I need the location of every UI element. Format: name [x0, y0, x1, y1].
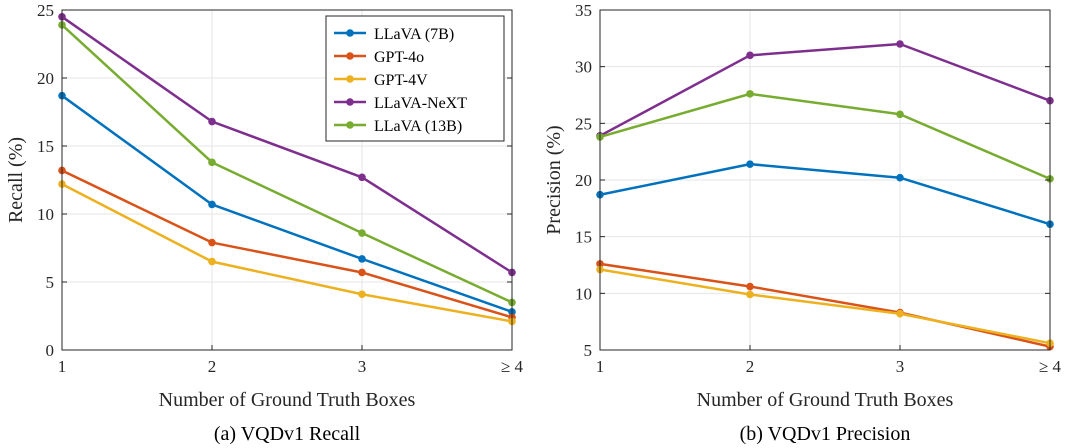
recall-point-gpt-4v [358, 290, 366, 299]
precision-y-tick-label: 35 [575, 1, 592, 20]
precision-x-tick-label: 2 [746, 357, 755, 376]
precision-y-axis-label: Precision (%) [543, 125, 565, 234]
recall-point-llava-next [208, 117, 216, 126]
recall-line-gpt-4o [61, 169, 513, 319]
recall-point-gpt-4o [358, 268, 366, 277]
precision-caption: (b) VQDv1 Precision [740, 423, 911, 445]
recall-caption: (a) VQDv1 Recall [214, 423, 361, 445]
recall-y-ticks: 0 5 10 15 20 25 [37, 1, 512, 360]
precision-point-llava-next [746, 51, 754, 60]
precision-y-tick-label: 30 [575, 58, 592, 77]
legend: LLaVA (7B) GPT-4o GPT-4V LLaVA-NeXT LLaVA (1… [325, 15, 505, 142]
recall-line-llava-7b [61, 94, 513, 314]
recall-y-tick-label: 25 [37, 1, 54, 20]
recall-series [58, 12, 516, 326]
precision-x-tick-label: ≥ 4 [1039, 357, 1062, 376]
recall-y-axis-label: Recall (%) [5, 137, 27, 223]
precision-y-tick-label: 25 [575, 114, 592, 133]
precision-point-llava-13b [746, 90, 754, 98]
recall-point-gpt-4v [208, 257, 216, 266]
legend-marker-swatch [346, 121, 354, 129]
precision-point-gpt-4v [746, 290, 754, 299]
precision-y-tick-label: 20 [575, 171, 592, 190]
precision-line-gpt-4v [599, 268, 1051, 345]
recall-line-llava-13b [61, 24, 513, 304]
recall-y-tick-label: 20 [37, 69, 54, 88]
legend-marker-swatch [346, 75, 354, 83]
precision-point-llava-7b [896, 173, 904, 182]
precision-line-llava-next [599, 42, 1051, 137]
legend-marker-swatch [346, 52, 354, 60]
precision-point-gpt-4o [746, 282, 754, 291]
precision-line-llava-7b [599, 162, 1051, 226]
precision-x-tick-label: 1 [596, 357, 605, 376]
recall-x-tick-label: ≥ 4 [501, 357, 524, 376]
recall-point-llava-7b [358, 255, 366, 263]
precision-y-tick-label: 15 [575, 228, 592, 247]
legend-marker-swatch [346, 98, 354, 106]
precision-chart: 5 10 15 20 25 30 35 1 2 3 ≥ 4 Number of Ground Tr… [543, 1, 1062, 445]
precision-series [596, 40, 1054, 351]
recall-x-ticks: 1 2 3 ≥ 4 [58, 345, 524, 376]
precision-y-ticks: 5 10 15 20 25 30 35 [575, 1, 1050, 360]
recall-y-tick-label: 0 [46, 341, 55, 360]
precision-point-llava-7b [746, 160, 754, 168]
recall-point-llava-13b [358, 229, 366, 237]
recall-point-gpt-4o [208, 238, 216, 247]
recall-line-gpt-4v [61, 182, 513, 323]
recall-x-axis-label: Number of Ground Truth Boxes [159, 389, 416, 411]
recall-line-llava-next [61, 15, 513, 274]
legend-entry-label: GPT-4o [374, 49, 424, 66]
legend-entry-label: GPT-4V [374, 72, 428, 89]
precision-y-tick-label: 10 [575, 284, 592, 303]
legend-marker-swatch [346, 29, 354, 37]
recall-point-llava-7b [208, 200, 216, 209]
recall-y-tick-label: 15 [37, 137, 54, 156]
precision-y-tick-label: 5 [584, 341, 593, 360]
recall-plot-frame [61, 9, 513, 351]
precision-point-gpt-4v [896, 309, 904, 318]
legend-entry-label: LLaVA (13B) [374, 118, 462, 135]
recall-x-tick-label: 1 [58, 357, 67, 376]
recall-point-llava-next [358, 173, 366, 182]
precision-line-llava-13b [599, 92, 1051, 181]
precision-x-axis-label: Number of Ground Truth Boxes [697, 389, 954, 411]
recall-point-llava-13b [208, 158, 216, 167]
recall-x-tick-label: 3 [358, 357, 367, 376]
recall-y-tick-label: 10 [37, 205, 54, 224]
precision-point-llava-next [896, 40, 904, 48]
recall-x-tick-label: 2 [208, 357, 217, 376]
legend-entry-label: LLaVA (7B) [374, 26, 454, 43]
legend-entry-label: LLaVA-NeXT [374, 95, 467, 112]
recall-y-tick-label: 5 [46, 273, 55, 292]
precision-point-llava-13b [896, 110, 904, 119]
precision-x-tick-label: 3 [896, 357, 905, 376]
precision-x-ticks: 1 2 3 ≥ 4 [596, 345, 1062, 376]
recall-chart: 0 5 10 15 20 25 1 2 3 ≥ 4 Number of Ground Truth… [5, 1, 524, 445]
